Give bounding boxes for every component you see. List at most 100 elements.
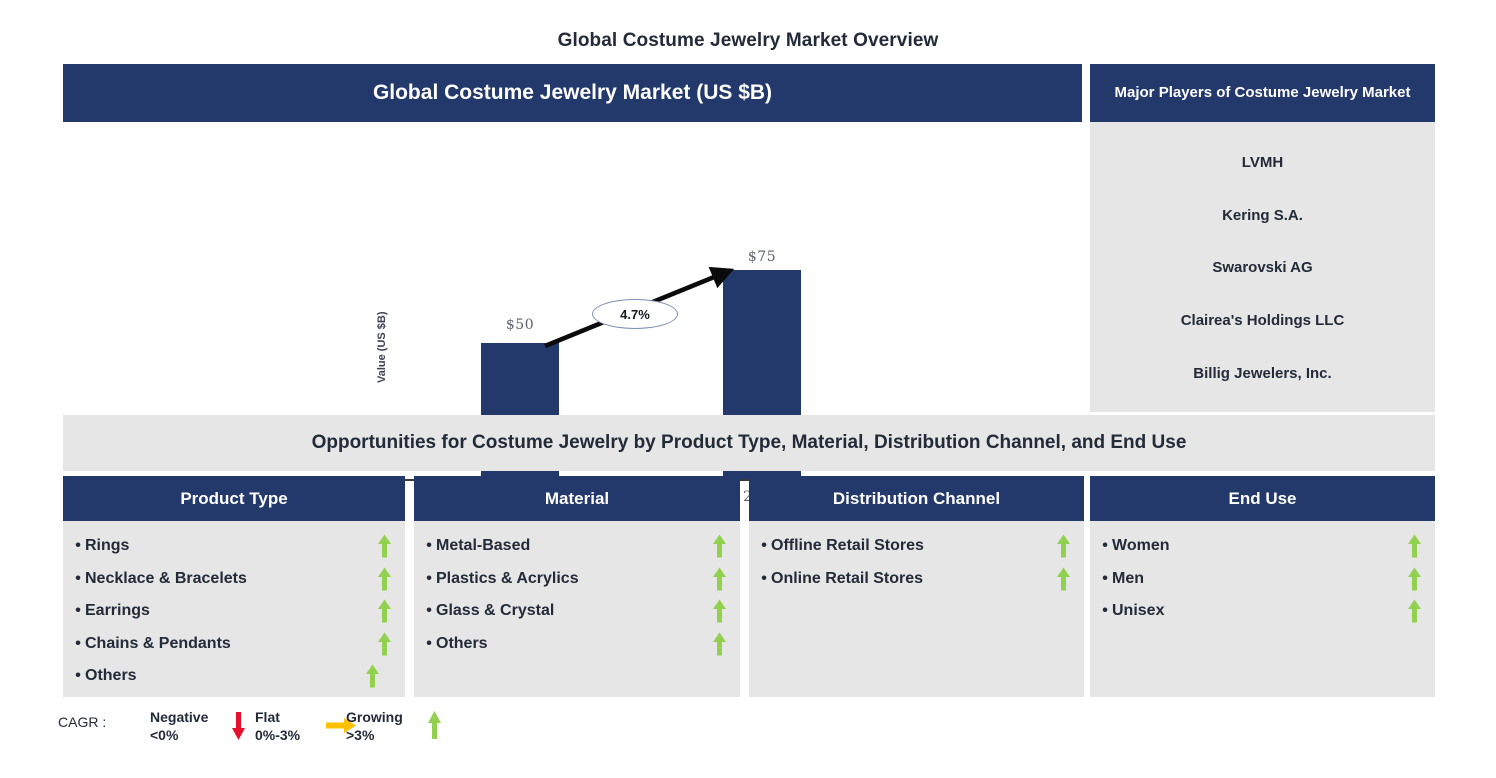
list-item[interactable]: • Earrings bbox=[71, 595, 391, 628]
list-item: Billig Jewelers, Inc. bbox=[1193, 365, 1332, 383]
list-item-label: Online Retail Stores bbox=[771, 569, 924, 587]
chart-panel-header: Global Costume Jewelry Market (US $B) bbox=[63, 64, 1082, 122]
segment-column-end-use: End Use • Women • Men • Unisex bbox=[1090, 476, 1435, 697]
list-item-label: Men bbox=[1112, 569, 1144, 587]
list-item-label: Earrings bbox=[85, 602, 150, 620]
legend-entry-growing-name: Growing bbox=[346, 709, 403, 725]
legend-entry-flat-range: 0%-3% bbox=[255, 726, 301, 743]
cagr-callout: 4.7% bbox=[592, 299, 678, 329]
list-item-label: Glass & Crystal bbox=[436, 602, 555, 620]
legend-entry-negative-name: Negative bbox=[150, 709, 209, 725]
chart-panel-header-text: Global Costume Jewelry Market (US $B) bbox=[372, 80, 773, 104]
opportunities-banner: Opportunities for Costume Jewelry by Pro… bbox=[63, 415, 1435, 471]
segment-column-product-type: Product Type • Rings • Necklace & Bracelets •… bbox=[63, 476, 405, 697]
list-bullet: • bbox=[761, 569, 767, 587]
segment-column-items: • Rings • Necklace & Bracelets • Earrings • Cha… bbox=[63, 521, 405, 697]
arrow-up-icon bbox=[1408, 567, 1421, 591]
list-item-label: Necklace & Bracelets bbox=[85, 569, 247, 587]
list-bullet: • bbox=[75, 537, 81, 555]
list-item[interactable]: • Unisex bbox=[1098, 595, 1421, 628]
arrow-up-icon bbox=[1057, 534, 1070, 558]
list-item[interactable]: • Online Retail Stores bbox=[757, 563, 1070, 596]
arrow-up-icon bbox=[428, 711, 441, 739]
segment-column-header: End Use bbox=[1090, 476, 1435, 521]
segment-column-header-text: Distribution Channel bbox=[832, 488, 1001, 508]
page-title: Global Costume Jewelry Market Overview bbox=[557, 30, 939, 51]
arrow-up-icon bbox=[713, 567, 726, 591]
list-bullet: • bbox=[1102, 602, 1108, 620]
list-bullet: • bbox=[75, 602, 81, 620]
list-item[interactable]: • Offline Retail Stores bbox=[757, 530, 1070, 563]
list-item: Clairea's Holdings LLC bbox=[1180, 312, 1345, 330]
segment-column-header-text: End Use bbox=[1228, 488, 1297, 508]
list-item-label: Rings bbox=[85, 537, 130, 555]
arrow-up-icon bbox=[378, 567, 391, 591]
list-item[interactable]: • Metal-Based bbox=[422, 530, 726, 563]
segment-column-material: Material • Metal-Based • Plastics & Acrylics… bbox=[414, 476, 740, 697]
cagr-callout-text: 4.7% bbox=[620, 306, 650, 322]
legend-entry-negative: Negative <0% bbox=[150, 709, 208, 745]
legend-entry-growing: Growing >3% bbox=[346, 709, 403, 745]
list-item[interactable]: • Others bbox=[71, 660, 391, 693]
chart-y-axis-label: Value (US $B) bbox=[376, 311, 388, 384]
arrow-down-icon bbox=[232, 712, 245, 740]
list-item-label: Metal-Based bbox=[436, 537, 531, 555]
cagr-legend-title: CAGR : bbox=[58, 714, 107, 730]
list-item-label: Women bbox=[1112, 537, 1170, 555]
market-bar-chart: Value (US $B) $50 $75 2026 2035 4.7% Sou… bbox=[63, 122, 1082, 527]
bar-value-2026: $50 bbox=[505, 317, 535, 333]
segment-column-items: • Women • Men • Unisex bbox=[1090, 521, 1435, 697]
list-item-label: Others bbox=[85, 667, 137, 685]
opportunities-banner-text: Opportunities for Costume Jewelry by Pro… bbox=[311, 432, 1187, 453]
list-item: Kering S.A. bbox=[1222, 206, 1303, 224]
segment-column-items: • Metal-Based • Plastics & Acrylics • Glass &… bbox=[414, 521, 740, 697]
list-bullet: • bbox=[75, 667, 81, 685]
segment-column-header: Material bbox=[414, 476, 740, 521]
arrow-up-icon bbox=[378, 599, 391, 623]
segment-column-header: Product Type bbox=[63, 476, 405, 521]
arrow-up-icon bbox=[1057, 567, 1070, 591]
cagr-legend: CAGR : Negative <0% Flat 0%-3% Growing >… bbox=[58, 706, 478, 754]
arrow-right-icon bbox=[326, 718, 356, 733]
major-players-header-text: Major Players of Costume Jewelry Market bbox=[1114, 84, 1411, 102]
list-item-label: Chains & Pendants bbox=[85, 634, 231, 652]
segment-column-header-text: Material bbox=[544, 488, 610, 508]
list-bullet: • bbox=[426, 634, 432, 652]
list-item-label: Offline Retail Stores bbox=[771, 537, 924, 555]
list-item: LVMH bbox=[1241, 153, 1284, 171]
list-bullet: • bbox=[426, 602, 432, 620]
list-item[interactable]: • Women bbox=[1098, 530, 1421, 563]
list-item-label: Plastics & Acrylics bbox=[436, 569, 579, 587]
list-item[interactable]: • Chains & Pendants bbox=[71, 628, 391, 661]
arrow-up-icon bbox=[378, 632, 391, 656]
list-item[interactable]: • Men bbox=[1098, 563, 1421, 596]
arrow-up-icon bbox=[713, 632, 726, 656]
list-bullet: • bbox=[761, 537, 767, 555]
list-item[interactable]: • Necklace & Bracelets bbox=[71, 563, 391, 596]
arrow-up-icon bbox=[366, 664, 379, 688]
legend-entry-growing-range: >3% bbox=[346, 726, 375, 743]
legend-entry-flat-name: Flat bbox=[255, 709, 280, 725]
legend-entry-negative-range: <0% bbox=[150, 726, 179, 743]
list-item[interactable]: • Glass & Crystal bbox=[422, 595, 726, 628]
arrow-up-icon bbox=[1408, 599, 1421, 623]
arrow-up-icon bbox=[378, 534, 391, 558]
list-item[interactable]: • Rings bbox=[71, 530, 391, 563]
segment-column-header-text: Product Type bbox=[180, 488, 288, 508]
segment-column-items: • Offline Retail Stores • Online Retail Sto… bbox=[749, 521, 1084, 697]
segment-column-header: Distribution Channel bbox=[749, 476, 1084, 521]
arrow-up-icon bbox=[1408, 534, 1421, 558]
list-bullet: • bbox=[1102, 569, 1108, 587]
list-bullet: • bbox=[426, 569, 432, 587]
list-bullet: • bbox=[1102, 537, 1108, 555]
list-bullet: • bbox=[426, 537, 432, 555]
list-item-label: Unisex bbox=[1112, 602, 1165, 620]
list-item: Swarovski AG bbox=[1212, 259, 1313, 277]
legend-entry-flat: Flat 0%-3% bbox=[255, 709, 300, 745]
arrow-up-icon bbox=[713, 534, 726, 558]
list-bullet: • bbox=[75, 634, 81, 652]
list-item[interactable]: • Plastics & Acrylics bbox=[422, 563, 726, 596]
segment-column-distribution-channel: Distribution Channel • Offline Retail Stor… bbox=[749, 476, 1084, 697]
list-item[interactable]: • Others bbox=[422, 628, 726, 661]
